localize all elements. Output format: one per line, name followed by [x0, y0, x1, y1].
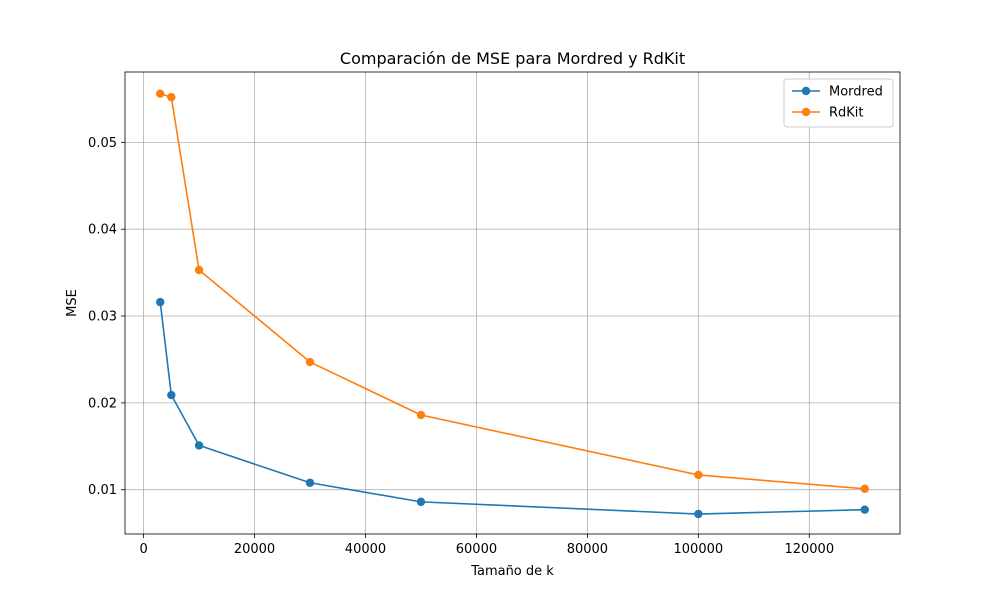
y-tick-label: 0.04	[88, 223, 117, 238]
grid	[125, 72, 900, 534]
y-tick-label: 0.05	[88, 136, 117, 151]
data-point-mordred	[305, 478, 315, 487]
x-tick-label: 120000	[784, 542, 834, 557]
data-point-rdkit	[694, 470, 703, 480]
ticks: 0 20000 40000 60000 80000 100000 120000 0.01 0.0…	[88, 136, 834, 557]
chart-title: Comparación de MSE para Mordred y RdKit	[340, 49, 685, 68]
data-point-mordred	[156, 297, 165, 307]
axes-frame	[124, 71, 901, 535]
y-tick-label: 0.01	[88, 483, 117, 498]
data-point-mordred	[694, 509, 703, 519]
y-axis-label: MSE	[65, 289, 80, 317]
y-tick-label: 0.02	[88, 396, 117, 411]
x-tick-label: 0	[139, 542, 147, 557]
legend-marker	[801, 86, 811, 96]
data-point-mordred	[194, 441, 204, 450]
x-tick-label: 40000	[345, 542, 386, 557]
data-point-rdkit	[167, 92, 176, 102]
legend: Mordred RdKit	[783, 78, 894, 128]
x-tick-label: 80000	[567, 542, 608, 557]
data-point-mordred	[416, 497, 426, 507]
y-tick-label: 0.03	[88, 310, 117, 325]
x-tick-label: 20000	[234, 542, 275, 557]
data-point-rdkit	[194, 265, 204, 275]
series-layer	[156, 89, 869, 519]
x-tick-label: 100000	[674, 542, 724, 557]
legend-label: Mordred	[829, 85, 883, 100]
data-point-rdkit	[416, 410, 426, 420]
data-point-mordred	[167, 390, 176, 400]
data-point-rdkit	[305, 357, 315, 367]
x-axis-label: Tamaño de k	[470, 564, 554, 579]
x-tick-label: 60000	[456, 542, 497, 557]
data-point-rdkit	[156, 89, 165, 98]
legend-label: RdKit	[829, 106, 864, 121]
data-point-rdkit	[860, 484, 869, 494]
data-point-mordred	[860, 505, 869, 514]
legend-marker	[801, 107, 811, 117]
